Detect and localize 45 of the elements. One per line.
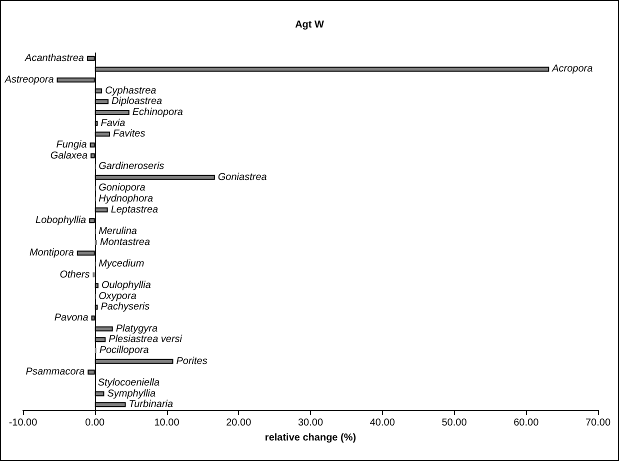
x-axis-title: relative change (%) bbox=[264, 432, 356, 444]
chart-title: Agt W bbox=[295, 20, 324, 30]
y-tick-label: Acropora bbox=[551, 64, 594, 75]
y-tick-label: Goniastrea bbox=[218, 172, 268, 183]
y-tick-label: Echinopora bbox=[132, 107, 184, 118]
y-tick-label: Favia bbox=[100, 118, 126, 129]
y-tick-label: Cyphastrea bbox=[105, 85, 157, 96]
y-tick-label: Stylocoeniella bbox=[98, 377, 160, 388]
y-tick-label: Astreopora bbox=[4, 74, 54, 86]
y-tick-label: Oxypora bbox=[98, 290, 137, 302]
y-tick-label: Pachyseris bbox=[100, 302, 150, 313]
x-tick-label: -10.00 bbox=[8, 418, 38, 428]
y-tick-label: Mycedium bbox=[98, 258, 144, 270]
y-tick-label: Oulophyllia bbox=[101, 280, 152, 292]
y-tick-label: Porites bbox=[176, 356, 208, 367]
x-tick-label: 40.00 bbox=[370, 418, 396, 428]
x-tick-label: 70.00 bbox=[585, 418, 611, 428]
y-tick-label: Goniopora bbox=[98, 182, 146, 194]
y-tick-label: Montipora bbox=[29, 248, 74, 259]
y-tick-label: Montastrea bbox=[100, 236, 150, 248]
y-tick-label: Lobophyllia bbox=[36, 215, 87, 226]
x-tick-label: 50.00 bbox=[442, 418, 468, 428]
y-tick-label: Symphyllia bbox=[107, 388, 156, 400]
x-tick-label: 30.00 bbox=[298, 418, 324, 428]
x-tick-label: 20.00 bbox=[226, 418, 252, 428]
x-tick-label: 60.00 bbox=[514, 418, 540, 428]
x-tick-label: 10.00 bbox=[154, 418, 180, 428]
y-tick-label: Psammacora bbox=[26, 366, 86, 378]
x-tick-label: 0.00 bbox=[85, 418, 106, 428]
bar bbox=[94, 240, 98, 245]
y-tick-label: Acanthastrea bbox=[24, 52, 84, 64]
y-tick-label: Favites bbox=[112, 128, 146, 140]
y-tick-label: Turbinaria bbox=[128, 399, 174, 410]
y-tick-label: Pocillopora bbox=[99, 345, 150, 356]
y-tick-label: Platygyra bbox=[116, 323, 158, 334]
y-tick-label: Plesiastrea versi bbox=[108, 334, 183, 346]
y-tick-label: Galaxea bbox=[50, 150, 88, 162]
y-tick-label: Diploastrea bbox=[112, 96, 163, 108]
y-tick-label: Gardineroseris bbox=[98, 161, 164, 172]
y-tick-label: Fungia bbox=[56, 139, 88, 150]
y-tick-label: Leptastrea bbox=[110, 204, 159, 216]
y-tick-label: Merulina bbox=[98, 226, 138, 237]
y-tick-label: Others bbox=[60, 269, 90, 280]
y-tick-label: Pavona bbox=[54, 312, 89, 324]
y-tick-label: Hydnophora bbox=[98, 194, 154, 205]
